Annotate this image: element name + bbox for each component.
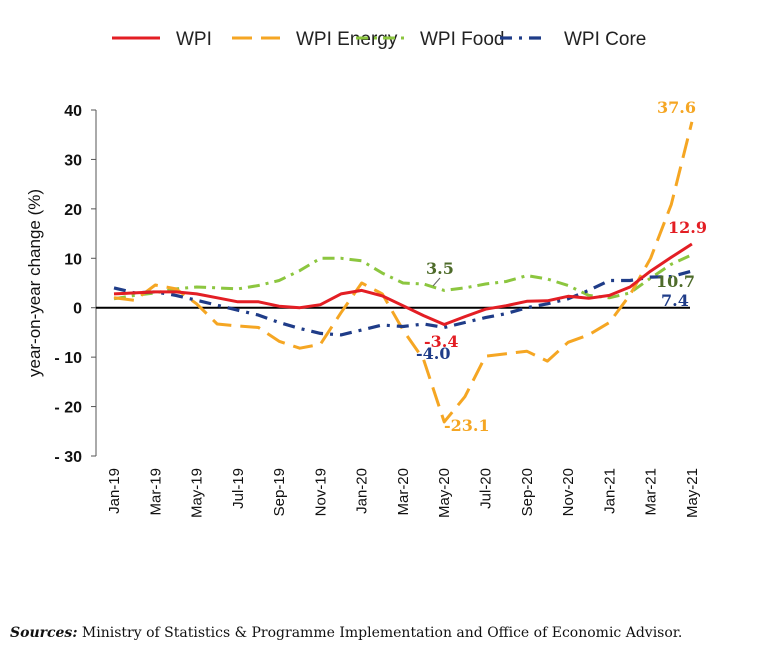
x-tick-label: May-20 — [436, 468, 453, 518]
x-tick-label: Nov-20 — [560, 468, 577, 516]
legend-label-wpi-core: WPI Core — [564, 29, 646, 50]
y-tick-label: - 30 — [54, 449, 82, 466]
data-label-wpi: 12.9 — [668, 218, 707, 237]
x-tick-label: Jul-19 — [230, 468, 247, 509]
source-prefix: Sources: — [10, 625, 78, 641]
x-tick-label: Jan-21 — [601, 468, 618, 514]
x-tick-label: May-19 — [189, 468, 206, 518]
x-tick-label: Mar-20 — [395, 468, 412, 516]
data-label-wpi-food: 3.5 — [426, 259, 454, 278]
x-tick-label: Jul-20 — [478, 468, 495, 509]
x-tick-label: Jan-19 — [106, 468, 123, 514]
y-tick-label: 20 — [64, 202, 82, 219]
x-tick-label: Sep-19 — [271, 468, 288, 516]
series-lines — [113, 121, 694, 424]
x-tick-label: Jan-20 — [354, 468, 371, 514]
y-tick-label: 30 — [64, 152, 82, 169]
source-text: Ministry of Statistics & Programme Imple… — [77, 625, 683, 641]
y-tick-label: - 10 — [54, 350, 82, 367]
data-labels: 37.6 12.9 10.77.4 3.5 -3.4-4.0 -23.1 — [416, 98, 707, 435]
data-label-wpi-energy: 37.6 — [657, 98, 696, 117]
legend-label-wpi-energy: WPI Energy — [296, 29, 398, 50]
data-label-wpi-energy: -23.1 — [444, 416, 490, 435]
data-label-wpi: -3.4 — [424, 332, 458, 351]
source-note: Sources: Ministry of Statistics & Progra… — [10, 625, 755, 641]
y-tick-label: 40 — [64, 103, 82, 120]
series-line-wpi-energy — [113, 121, 694, 424]
y-axis-label: year-on-year change (%) — [25, 189, 44, 377]
series-line-wpi-core — [113, 269, 693, 337]
legend-label-wpi: WPI — [176, 29, 212, 50]
x-tick-label: Sep-20 — [519, 468, 536, 516]
legend: WPI WPI Energy WPI Food WPI Core — [112, 29, 646, 50]
legend-label-wpi-food: WPI Food — [420, 29, 504, 50]
y-axis: 40 30 20 10 0 - 10 - 20 - 30 — [54, 103, 690, 466]
y-tick-label: - 20 — [54, 400, 82, 417]
x-tick-label: May-21 — [684, 468, 701, 518]
data-label-wpi-core: 7.4 — [661, 291, 689, 310]
label-connector — [432, 277, 441, 287]
series-line-wpi-food — [113, 253, 693, 301]
series-line-wpi — [113, 242, 693, 326]
x-tick-label: Nov-19 — [312, 468, 329, 516]
data-label-wpi-food: 10.7 — [656, 272, 695, 291]
x-axis: Jan-19 Mar-19 May-19 Jul-19 Sep-19 Nov-19 Jan-… — [106, 468, 701, 518]
y-tick-label: 10 — [64, 251, 82, 268]
y-tick-label: 0 — [73, 301, 82, 318]
x-tick-label: Mar-21 — [643, 468, 660, 516]
wpi-line-chart: WPI WPI Energy WPI Food WPI Core year-on-ye… — [25, 29, 707, 518]
data-label-wpi-core: -4.0 — [416, 344, 450, 363]
x-tick-label: Mar-19 — [147, 468, 164, 516]
